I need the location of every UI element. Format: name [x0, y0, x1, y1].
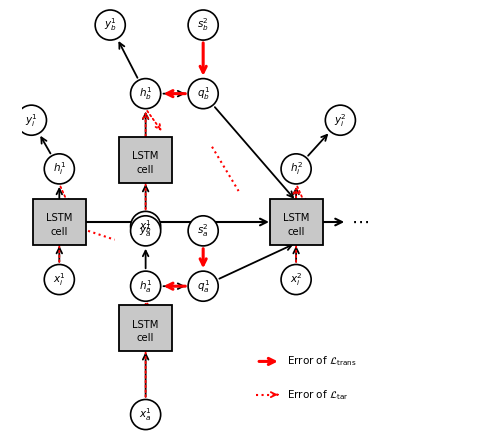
Text: $h_a^1$: $h_a^1$	[139, 278, 152, 294]
Text: $y_i^2$: $y_i^2$	[334, 112, 347, 129]
Circle shape	[188, 216, 218, 246]
Text: Error of $\mathcal{L}_{\rm trans}$: Error of $\mathcal{L}_{\rm trans}$	[287, 354, 357, 369]
Circle shape	[17, 105, 47, 135]
Circle shape	[131, 400, 161, 430]
Circle shape	[188, 10, 218, 40]
Circle shape	[281, 265, 311, 294]
Circle shape	[188, 271, 218, 301]
Text: $x_b^1$: $x_b^1$	[139, 218, 152, 235]
Text: LSTM: LSTM	[283, 214, 309, 223]
Text: cell: cell	[287, 227, 305, 237]
Text: $q_a^1$: $q_a^1$	[197, 278, 209, 294]
Text: $\cdots$: $\cdots$	[351, 213, 369, 231]
Text: $s_b^2$: $s_b^2$	[197, 16, 209, 33]
Text: cell: cell	[137, 333, 155, 343]
Circle shape	[131, 216, 161, 246]
Text: LSTM: LSTM	[46, 214, 72, 223]
Text: LSTM: LSTM	[133, 151, 159, 162]
Text: cell: cell	[137, 165, 155, 175]
FancyBboxPatch shape	[270, 199, 323, 245]
FancyBboxPatch shape	[33, 199, 86, 245]
Text: $s_a^2$: $s_a^2$	[197, 222, 209, 239]
Circle shape	[281, 154, 311, 184]
Text: $x_a^1$: $x_a^1$	[139, 406, 152, 423]
Circle shape	[44, 154, 74, 184]
Text: Error of $\mathcal{L}_{\rm tar}$: Error of $\mathcal{L}_{\rm tar}$	[287, 388, 349, 401]
Text: $y_a^1$: $y_a^1$	[139, 222, 152, 239]
Circle shape	[131, 211, 161, 242]
Circle shape	[131, 271, 161, 301]
Text: $x_i^1$: $x_i^1$	[53, 271, 66, 288]
Circle shape	[95, 10, 125, 40]
Text: cell: cell	[51, 227, 68, 237]
Text: $q_b^1$: $q_b^1$	[197, 85, 209, 102]
Text: $x_i^2$: $x_i^2$	[290, 271, 302, 288]
Text: LSTM: LSTM	[133, 320, 159, 330]
Circle shape	[131, 79, 161, 109]
Circle shape	[325, 105, 355, 135]
Text: $h_i^2$: $h_i^2$	[290, 160, 303, 177]
Text: $y_i^1$: $y_i^1$	[25, 112, 38, 129]
Text: $h_b^1$: $h_b^1$	[139, 85, 152, 102]
Circle shape	[44, 265, 74, 294]
Text: $h_i^1$: $h_i^1$	[52, 160, 66, 177]
FancyBboxPatch shape	[119, 137, 172, 183]
Circle shape	[188, 79, 218, 109]
Text: $y_b^1$: $y_b^1$	[104, 16, 117, 33]
FancyBboxPatch shape	[119, 305, 172, 352]
